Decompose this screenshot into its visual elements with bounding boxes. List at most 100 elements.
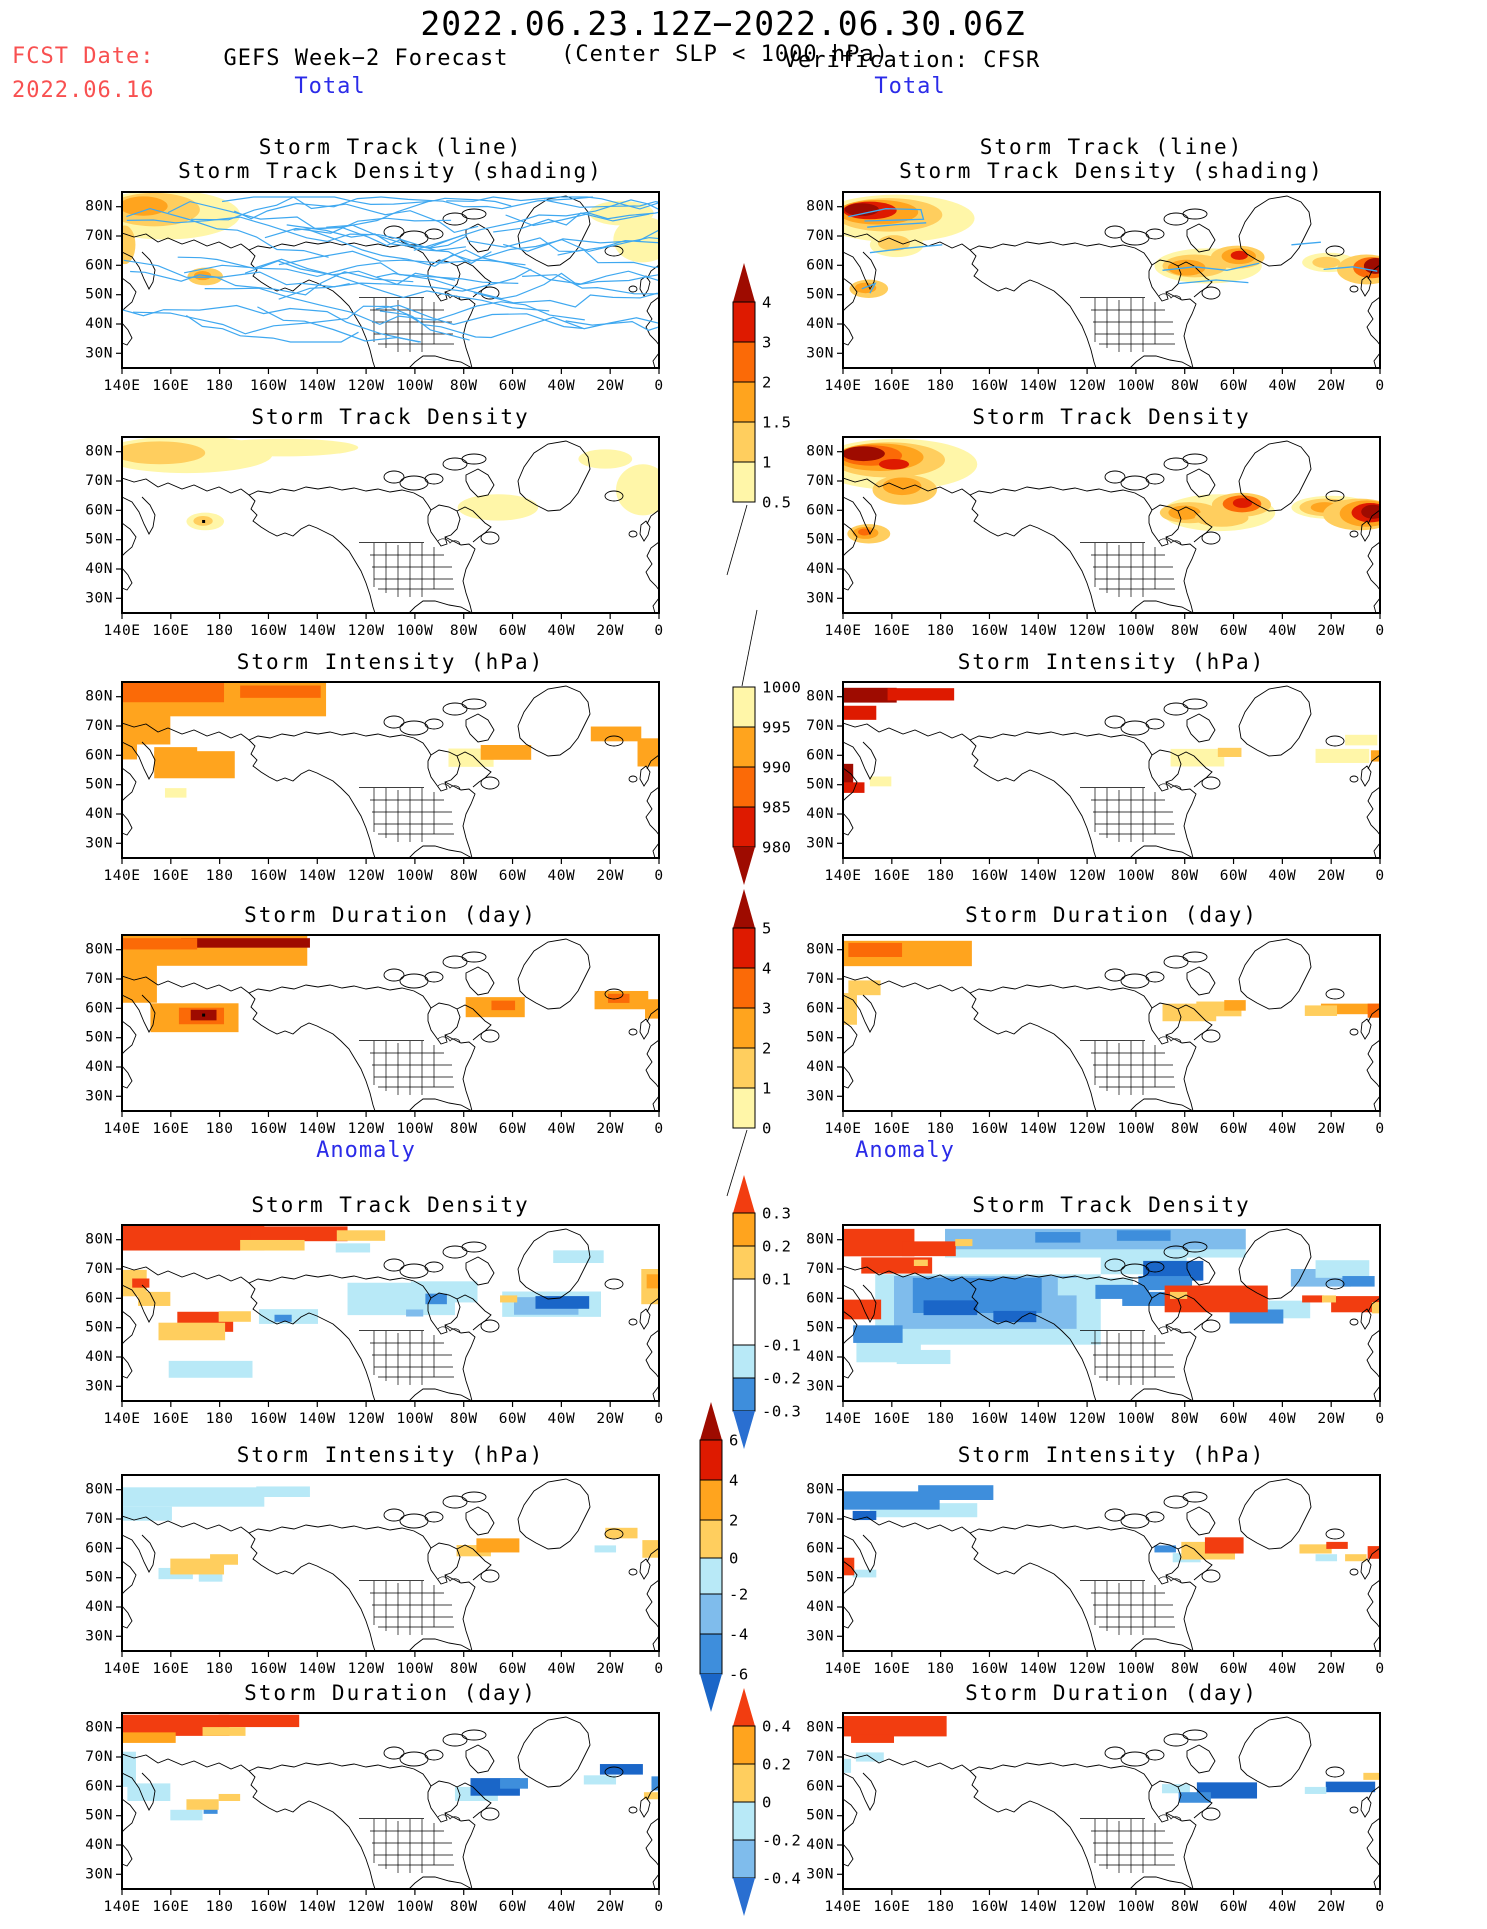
colorbar-box (732, 967, 756, 1009)
colorbar-arrow-bottom (700, 1674, 722, 1712)
shading-cell (848, 942, 903, 957)
lon-label: 80W (450, 1121, 478, 1137)
lat-label: 70N (85, 473, 113, 489)
panel-title: Storm Duration (day) (244, 903, 537, 927)
lat-label: 40N (85, 561, 113, 577)
lat-label: 30N (806, 345, 834, 361)
shading-cell (1363, 1772, 1380, 1780)
lat-label: 60N (85, 747, 113, 763)
lon-label: 60W (499, 1661, 527, 1677)
lon-label: 100W (396, 623, 433, 639)
shading-cell (1170, 1291, 1188, 1299)
colorbar-tick-label: 2 (762, 1040, 772, 1058)
lon-label: 160W (250, 1411, 287, 1427)
shading-cell (843, 1557, 855, 1576)
colorbar-arrow-top (700, 1402, 722, 1440)
lat-label: 60N (806, 1778, 834, 1794)
lon-label: 80W (450, 868, 478, 884)
colorbar-tick-label: 0.2 (762, 1756, 792, 1774)
shading-blob (1232, 498, 1253, 508)
shading-cell (918, 1485, 994, 1500)
colorbar-tick-label: 0.5 (762, 494, 792, 512)
lon-label: 160E (152, 1661, 189, 1677)
storm-track-line (126, 216, 492, 265)
colorbar-tick-label: -4 (729, 1626, 749, 1644)
colorbar-tick-label: -6 (729, 1666, 749, 1684)
lat-label: 40N (806, 1059, 834, 1075)
lat-label: 60N (806, 747, 834, 763)
colorbar-tick-label: -0.2 (762, 1370, 801, 1388)
lon-label: 0 (654, 868, 663, 884)
lon-label: 40W (1269, 868, 1297, 884)
storm-track-line (191, 196, 479, 234)
shading-cell (651, 1776, 659, 1791)
map-frame (121, 191, 660, 369)
panel-L3: 80N 70N 60N 50N 40N 30N 140E 160E 180 160W 140W 120… (85, 650, 663, 884)
shading-cell (122, 1506, 172, 1521)
lat-label: 70N (806, 1749, 834, 1765)
lon-label: 160E (873, 1121, 910, 1137)
shading-cell (256, 1486, 310, 1497)
shading-cell (553, 1250, 604, 1264)
shading-cell (218, 1311, 251, 1322)
shading-cell (500, 1295, 518, 1303)
storm-track-line (126, 207, 329, 258)
lon-label: 20W (1317, 868, 1345, 884)
colorbar-arrow-bottom (733, 1878, 755, 1916)
lon-label: 180 (206, 1411, 234, 1427)
lon-label: 80W (450, 1899, 478, 1915)
lon-label: 60W (1220, 868, 1248, 884)
colorbar-tick-label: -0.3 (762, 1403, 801, 1421)
shading-blob (843, 446, 885, 462)
shading-cell (1315, 748, 1370, 763)
colorbar-box (732, 806, 756, 848)
lat-label: 80N (85, 199, 113, 215)
lon-label: 20W (1317, 378, 1345, 394)
lon-label: 60W (1220, 623, 1248, 639)
shading-cell (274, 1314, 292, 1322)
lon-label: 0 (654, 1121, 663, 1137)
colorbar-box (732, 1725, 756, 1765)
lon-label: 40W (1269, 378, 1297, 394)
shading-cell (1229, 1309, 1284, 1324)
lon-label: 140W (299, 1121, 336, 1137)
panel-R2: 80N 70N 60N 50N 40N 30N 140E 160E 180 160W 140W 120… (806, 405, 1384, 639)
shading-cell (1326, 1541, 1348, 1549)
shading-blob (1312, 256, 1341, 269)
storm-track-line (1178, 279, 1249, 285)
storm-track-line (177, 256, 456, 285)
lon-label: 20W (596, 1121, 624, 1137)
shading-cell (336, 1230, 386, 1241)
storm-track-line (503, 229, 659, 252)
shading-cell (535, 1296, 590, 1309)
storm-track-line (244, 260, 550, 312)
lon-label: 100W (1117, 1899, 1154, 1915)
storm-track-line (861, 282, 877, 294)
shading-blob (1230, 250, 1248, 260)
shading-cell (993, 1310, 1037, 1323)
shading-blob (122, 196, 168, 216)
shading-cell (138, 1291, 171, 1306)
lat-label: 40N (85, 316, 113, 332)
colorbar-box (732, 1801, 756, 1841)
lon-label: 160E (873, 1661, 910, 1677)
panel-R3: 80N 70N 60N 50N 40N 30N 140E 160E 180 160W 140W 120… (806, 650, 1384, 884)
lon-label: 180 (927, 378, 955, 394)
lon-label: 160W (250, 1121, 287, 1137)
colorbar-box (732, 1763, 756, 1803)
lon-label: 40W (548, 868, 576, 884)
colorbar-tick-label: 0 (729, 1550, 739, 1568)
colorbar-arrow-bottom (733, 1411, 755, 1449)
lat-label: 70N (806, 1511, 834, 1527)
colorbar-arrow-top (733, 263, 755, 302)
lat-label: 70N (85, 1511, 113, 1527)
shading-cell (923, 1300, 978, 1316)
storm-track-line (473, 292, 659, 308)
shading-cell (158, 1322, 226, 1341)
lat-label: 30N (85, 1866, 113, 1882)
section-total-right: Total (874, 74, 946, 99)
colorbar-box (732, 461, 756, 503)
lat-label: 80N (806, 1232, 834, 1248)
lon-label: 60W (1220, 1411, 1248, 1427)
shading-blob (578, 449, 633, 469)
